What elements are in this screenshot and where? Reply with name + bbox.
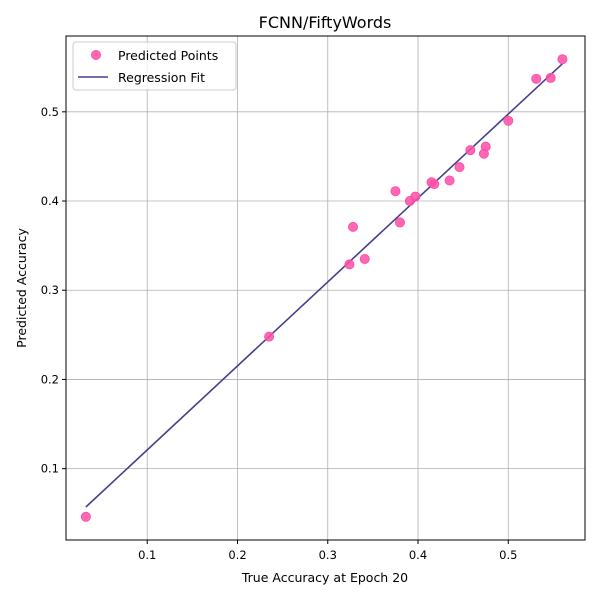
axis-ticks: 0.1 0.2 0.3 0.4 0.5 0.1 0.2 0.3 0.4 0.5	[41, 105, 518, 562]
x-tick-label: 0.3	[319, 548, 337, 562]
data-point	[503, 115, 514, 126]
y-tick-label: 0.2	[41, 372, 59, 386]
regression-fit-line	[85, 63, 563, 508]
x-tick-label: 0.4	[409, 548, 427, 562]
data-points	[80, 54, 568, 522]
x-tick-label: 0.5	[499, 548, 517, 562]
y-tick-label: 0.3	[41, 283, 59, 297]
y-tick-label: 0.1	[41, 462, 59, 476]
data-point	[545, 72, 556, 83]
legend: Predicted Points Regression Fit	[72, 41, 237, 91]
legend-label-regression-fit: Regression Fit	[118, 70, 205, 85]
data-point	[444, 175, 455, 186]
x-tick-label: 0.1	[138, 548, 156, 562]
y-axis-label: Predicted Accuracy	[14, 228, 29, 348]
x-axis-label: True Accuracy at Epoch 20	[241, 570, 408, 585]
data-point	[348, 221, 359, 232]
y-tick-label: 0.4	[41, 194, 59, 208]
data-point	[480, 141, 491, 152]
data-point	[344, 259, 355, 270]
legend-label-predicted-points: Predicted Points	[118, 48, 218, 63]
y-tick-label: 0.5	[41, 105, 59, 119]
data-point	[454, 162, 465, 173]
x-tick-label: 0.2	[228, 548, 246, 562]
grid	[66, 36, 585, 540]
data-point	[410, 191, 421, 202]
chart-title: FCNN/FiftyWords	[259, 13, 392, 32]
regression-fit	[85, 63, 563, 508]
data-point	[557, 54, 568, 65]
data-point	[80, 511, 91, 522]
legend-marker-predicted-points	[91, 50, 101, 60]
data-point	[429, 179, 440, 190]
data-point	[359, 254, 370, 265]
data-point	[531, 73, 542, 84]
legend-box	[72, 41, 237, 91]
plot-area-frame	[65, 35, 586, 541]
data-point	[394, 217, 405, 228]
data-point	[390, 186, 401, 197]
data-point	[264, 331, 275, 342]
data-point	[465, 145, 476, 156]
